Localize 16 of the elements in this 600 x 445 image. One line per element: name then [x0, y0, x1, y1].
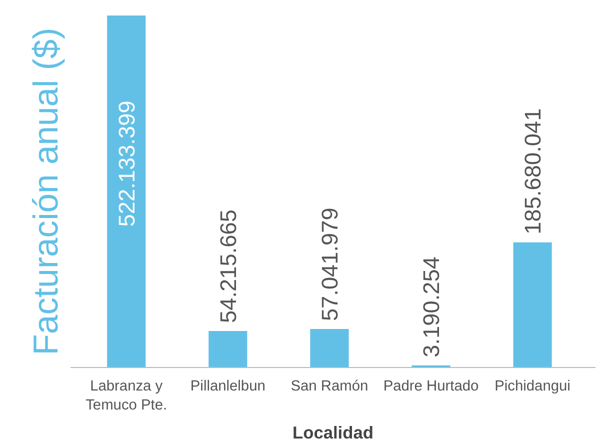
x-tick-label: San Ramón — [290, 378, 368, 394]
data-label: 54.215.665 — [214, 210, 241, 323]
data-label: 185.680.041 — [520, 108, 546, 234]
bar — [208, 330, 248, 368]
y-axis-title: Facturación anual ($) — [28, 28, 66, 356]
data-label: 57.041.979 — [316, 208, 342, 322]
x-tick-label: Padre Hurtado — [383, 378, 479, 394]
bar — [310, 329, 349, 368]
x-tick-label: Pillanlelbun — [190, 378, 266, 394]
bar — [513, 242, 552, 368]
x-tick-label: Labranza y Temuco Pte. — [86, 378, 168, 414]
data-label: 3.190.254 — [418, 256, 444, 358]
x-axis-title: Localidad — [292, 422, 374, 443]
bar — [107, 16, 146, 368]
x-tick-label: Pichidangui — [494, 378, 570, 394]
data-label: 522.133.399 — [113, 100, 140, 227]
